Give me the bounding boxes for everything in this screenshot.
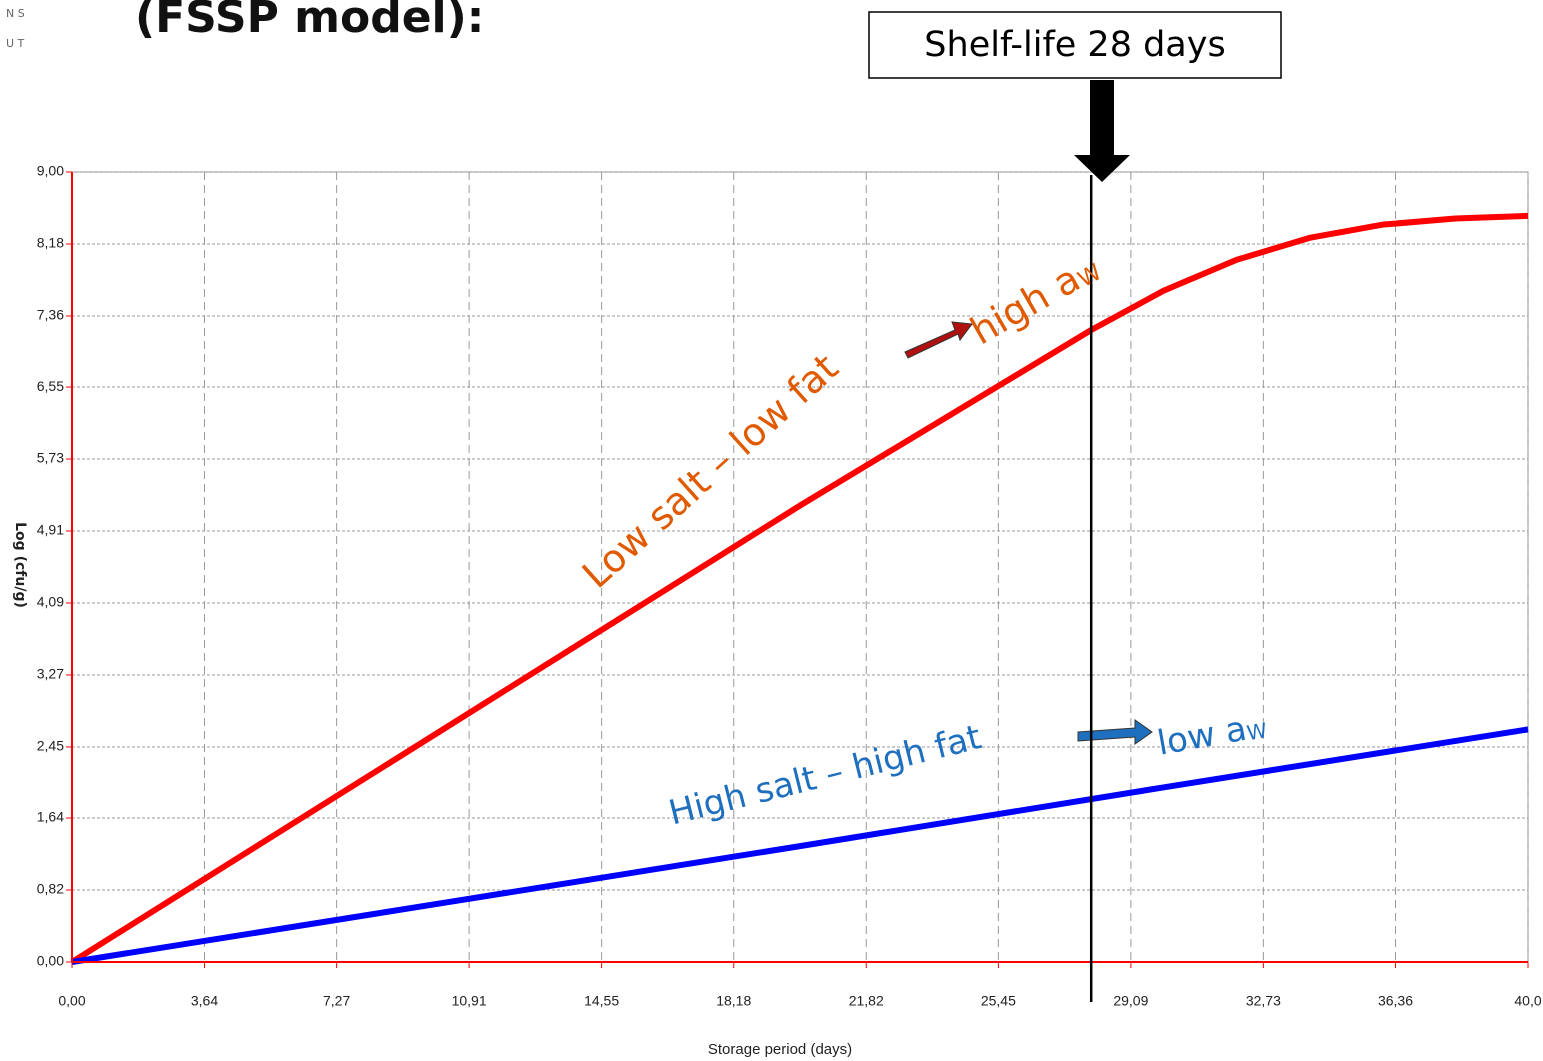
y-tick-label: 9,00 xyxy=(37,163,64,179)
title: (FSSP model): xyxy=(135,0,484,43)
logo: N S xyxy=(6,7,25,20)
y-tick-label: 6,55 xyxy=(37,378,64,394)
x-tick-label: 40,0 xyxy=(1514,993,1541,1009)
x-tick-label: 7,27 xyxy=(323,993,350,1009)
logo: U T xyxy=(6,37,25,50)
annotation-sub: W xyxy=(1245,718,1269,745)
x-tick-label: 10,91 xyxy=(452,993,487,1009)
y-tick-label: 8,18 xyxy=(37,235,64,251)
annotation-text: high a xyxy=(963,256,1087,353)
y-tick-label: 3,27 xyxy=(37,666,64,682)
y-tick-label: 4,09 xyxy=(37,594,64,610)
x-tick-label: 29,09 xyxy=(1113,993,1148,1009)
y-tick-label: 2,45 xyxy=(37,738,64,754)
x-tick-label: 32,73 xyxy=(1246,993,1281,1009)
x-tick-label: 36,36 xyxy=(1378,993,1413,1009)
y-tick-label: 4,91 xyxy=(37,522,64,538)
x-axis-label: Storage period (days) xyxy=(708,1041,852,1058)
arrow xyxy=(904,321,973,359)
y-tick-label: 5,73 xyxy=(37,450,64,466)
shelf-life-arrow xyxy=(1074,80,1130,182)
x-tick-label: 0,00 xyxy=(58,993,85,1009)
annotation: low aW xyxy=(1154,705,1269,763)
x-tick-label: 14,55 xyxy=(584,993,619,1009)
shelf-life-label: Shelf-life 28 days xyxy=(924,25,1225,65)
series-line xyxy=(70,212,1529,965)
annotation-text: low a xyxy=(1154,708,1249,763)
shelf-life-box xyxy=(868,11,1282,79)
y-tick-label: 0,00 xyxy=(37,953,64,969)
annotation: High salt – high fat xyxy=(665,717,985,833)
y-axis-label: Log (cfu/g) xyxy=(12,522,28,608)
y-tick-label: 7,36 xyxy=(37,307,64,323)
x-tick-label: 21,82 xyxy=(849,993,884,1009)
y-tick-label: 1,64 xyxy=(37,809,64,825)
y-tick-label: 0,82 xyxy=(37,881,64,897)
annotation-text: High salt – high fat xyxy=(665,717,985,833)
arrow xyxy=(1077,719,1153,745)
series-line xyxy=(71,726,1529,965)
x-tick-label: 25,45 xyxy=(981,993,1016,1009)
x-tick-label: 18,18 xyxy=(716,993,751,1009)
x-tick-label: 3,64 xyxy=(191,993,218,1009)
